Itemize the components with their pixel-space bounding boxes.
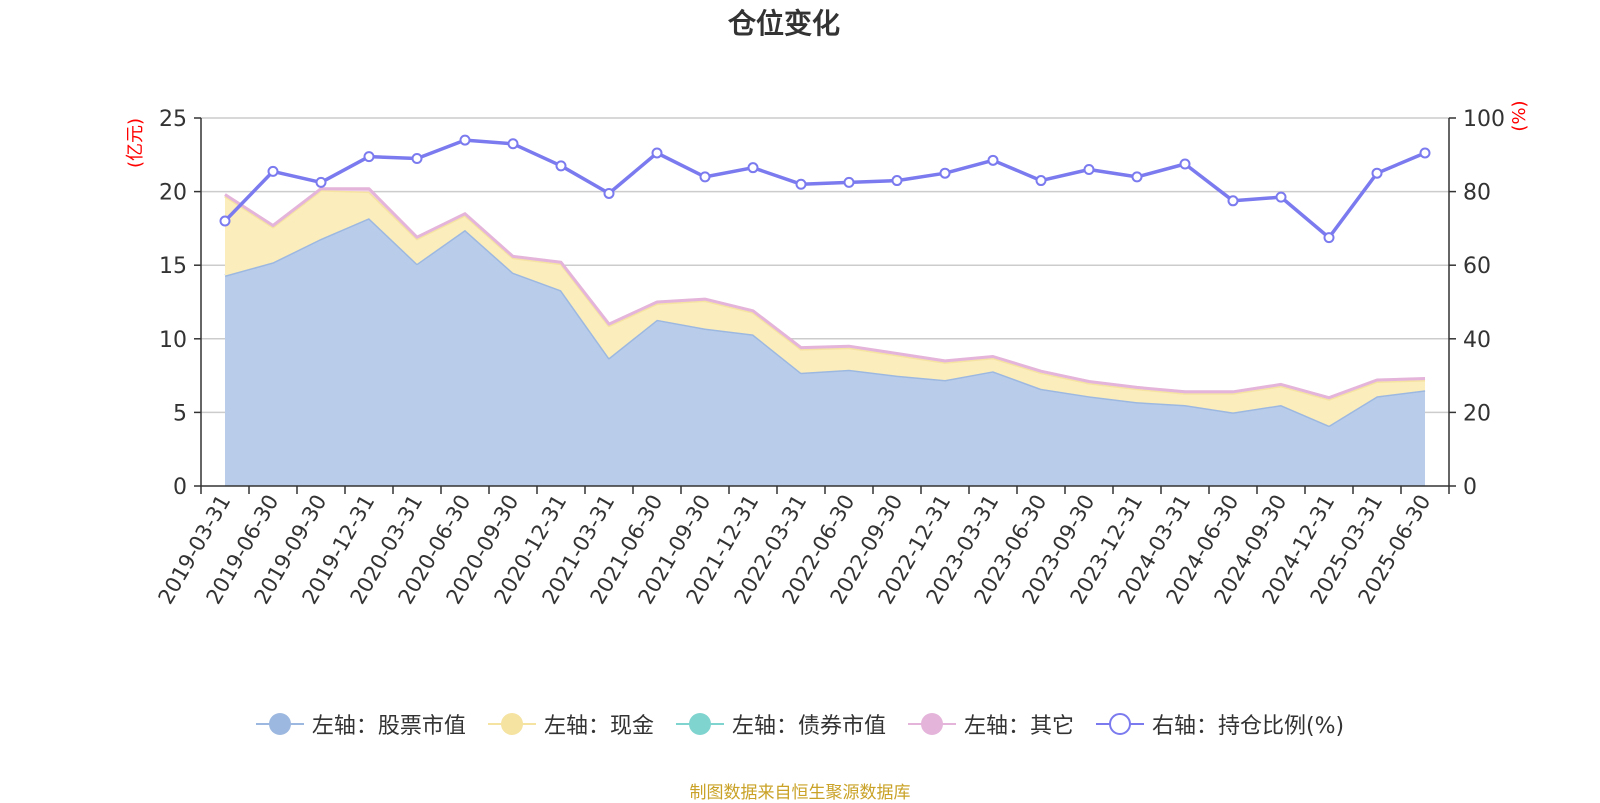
ratio-point bbox=[1227, 195, 1239, 207]
legend-label: 左轴：股票市值 bbox=[311, 714, 466, 739]
legend-swatch-icon bbox=[255, 710, 304, 738]
ratio-point bbox=[891, 175, 903, 187]
data-source-note: 制图数据来自恒生聚源数据库 bbox=[689, 783, 911, 803]
ratio-point bbox=[1131, 171, 1143, 183]
right-tick-label: 80 bbox=[1463, 181, 1491, 206]
ratio-point bbox=[603, 187, 615, 199]
legend-label: 左轴：其它 bbox=[963, 714, 1074, 739]
right-tick-label: 60 bbox=[1463, 254, 1491, 279]
ratio-point bbox=[1083, 164, 1095, 176]
ratio-line bbox=[223, 138, 1426, 240]
left-tick-label: 25 bbox=[159, 107, 187, 132]
legend-label: 左轴：债券市值 bbox=[731, 714, 886, 739]
ratio-point bbox=[459, 134, 471, 146]
area-0 bbox=[225, 218, 1425, 486]
ratio-point bbox=[1275, 191, 1287, 203]
left-tick-label: 5 bbox=[173, 401, 187, 426]
ratio-point bbox=[651, 147, 663, 159]
legend-item[interactable]: 右轴：持仓比例(%) bbox=[1095, 708, 1345, 740]
ratio-point bbox=[1371, 167, 1383, 179]
ratio-point bbox=[315, 176, 327, 188]
legend: 左轴：股票市值 左轴：现金 左轴：债券市值 左轴：其它 右轴：持仓比例(%) bbox=[0, 706, 1600, 742]
ratio-point bbox=[795, 178, 807, 190]
left-tick-label: 10 bbox=[159, 328, 187, 353]
area-1 bbox=[225, 190, 1425, 426]
legend-item[interactable]: 左轴：现金 bbox=[487, 708, 654, 740]
ratio-point bbox=[219, 215, 231, 227]
legend-swatch-icon bbox=[675, 710, 724, 738]
right-tick-label: 0 bbox=[1463, 475, 1477, 500]
left-tick-label: 20 bbox=[159, 181, 187, 206]
area-line-3 bbox=[224, 187, 1426, 400]
ratio-point bbox=[411, 152, 423, 164]
legend-item[interactable]: 左轴：其它 bbox=[907, 708, 1074, 740]
area-layers bbox=[224, 187, 1426, 486]
ratio-point bbox=[987, 154, 999, 166]
right-axis-unit: (%) bbox=[1509, 100, 1530, 131]
ratio-point bbox=[747, 162, 759, 174]
legend-swatch-icon bbox=[487, 710, 536, 738]
legend-swatch-icon bbox=[907, 710, 956, 738]
left-tick-label: 0 bbox=[173, 475, 187, 500]
ratio-point bbox=[507, 138, 519, 150]
right-tick-label: 100 bbox=[1463, 107, 1505, 132]
legend-label: 左轴：现金 bbox=[543, 714, 654, 739]
legend-item[interactable]: 左轴：股票市值 bbox=[255, 708, 466, 740]
legend-swatch-icon bbox=[1095, 710, 1144, 738]
legend-item[interactable]: 左轴：债券市值 bbox=[675, 708, 886, 740]
ratio-line-layer bbox=[219, 134, 1431, 244]
ratio-point bbox=[939, 167, 951, 179]
left-tick-label: 15 bbox=[159, 254, 187, 279]
chart-title: 仓位变化 bbox=[728, 7, 840, 40]
left-axis-unit: (亿元) bbox=[125, 118, 146, 168]
ratio-point bbox=[843, 176, 855, 188]
ratio-point bbox=[555, 160, 567, 172]
legend-label: 右轴：持仓比例(%) bbox=[1151, 714, 1345, 739]
ratio-point bbox=[1179, 158, 1191, 170]
ratio-point bbox=[267, 165, 279, 177]
ratio-point bbox=[1323, 232, 1335, 244]
right-tick-label: 40 bbox=[1463, 328, 1491, 353]
ratio-point bbox=[363, 151, 375, 163]
ratio-point bbox=[1035, 175, 1047, 187]
right-tick-label: 20 bbox=[1463, 401, 1491, 426]
ratio-point bbox=[699, 171, 711, 183]
ratio-point bbox=[1419, 147, 1431, 159]
